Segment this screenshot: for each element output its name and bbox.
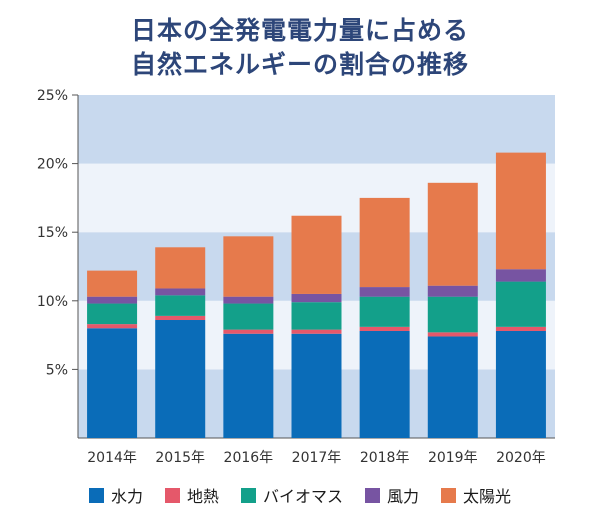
bar-segment: [87, 270, 138, 297]
x-tick-label: 2014年: [87, 450, 137, 466]
bar-segment: [427, 336, 478, 438]
grid-band: [78, 95, 555, 164]
bar-segment: [223, 303, 274, 330]
bar-segment: [223, 236, 274, 297]
bar-segment: [87, 328, 138, 438]
legend-swatch: [441, 487, 457, 503]
legend-item: 水力: [88, 483, 143, 507]
chart-title-line-2: 自然エネルギーの割合の推移: [130, 50, 469, 79]
bar-segment: [155, 315, 206, 321]
bar-segment: [87, 324, 138, 329]
bar-segment: [495, 281, 546, 327]
bar-segment: [223, 296, 274, 304]
legend-swatch: [164, 487, 180, 503]
bar-segment: [359, 330, 410, 438]
bar-segment: [291, 333, 342, 438]
legend-swatch: [240, 487, 256, 503]
legend-label: 地熱: [186, 487, 219, 506]
bar-segment: [223, 333, 274, 438]
legend-label: 風力: [387, 487, 420, 506]
x-tick-label: 2020年: [496, 450, 546, 466]
bar-segment: [155, 320, 206, 438]
bar-segment: [87, 303, 138, 325]
legend-swatch: [88, 487, 104, 503]
legend-label: 水力: [110, 487, 143, 506]
y-tick-label: 10%: [37, 294, 68, 310]
bar-segment: [427, 285, 478, 297]
bar-segment: [223, 329, 274, 334]
legend-item: 風力: [365, 483, 419, 507]
legend-item: バイオマス: [240, 483, 343, 507]
bar-segment: [359, 296, 410, 327]
x-tick-label: 2019年: [428, 450, 478, 466]
chart-legend: 水力 地熱 バイオマス 風力 太陽光: [0, 478, 600, 512]
x-tick-label: 2017年: [292, 450, 342, 466]
bar-segment: [155, 247, 206, 289]
bar-segment: [359, 326, 410, 331]
bar-segment: [87, 296, 138, 304]
bar-segment: [155, 288, 206, 296]
y-tick-label: 20%: [37, 157, 68, 173]
legend-item: 地熱: [164, 483, 219, 507]
bar-segment: [291, 215, 342, 294]
bar-segment: [427, 296, 478, 333]
bar-segment: [291, 293, 342, 303]
bar-segment: [155, 295, 206, 316]
bar-segment: [291, 329, 342, 334]
y-tick-label: 25%: [37, 88, 68, 104]
x-tick-label: 2016年: [224, 450, 274, 466]
legend-label: 太陽光: [463, 487, 512, 506]
legend-swatch: [365, 487, 380, 503]
x-tick-label: 2015年: [155, 450, 205, 466]
bar-segment: [495, 269, 546, 282]
bar-segment: [495, 326, 546, 331]
y-tick-label: 15%: [37, 225, 68, 241]
legend-item: 太陽光: [441, 483, 511, 507]
bar-segment: [427, 332, 478, 337]
bar-segment: [427, 182, 478, 286]
bar-segment: [495, 330, 546, 438]
y-tick-label: 5%: [46, 362, 68, 378]
bar-segment: [495, 152, 546, 270]
bar-segment: [359, 197, 410, 288]
chart-title: 日本の全発電電力量に占める 自然エネルギーの割合の推移: [0, 14, 600, 82]
legend-label: バイオマス: [262, 487, 343, 506]
bar-segment: [359, 287, 410, 297]
x-tick-label: 2018年: [360, 450, 410, 466]
stacked-bar-chart: 5% 10% 15% 20% 25% 2014年 2015年 2016年 2017年 2018年 2…: [37, 88, 555, 466]
bar-segment: [291, 302, 342, 330]
chart-title-line-1: 日本の全発電電力量に占める: [130, 16, 469, 45]
